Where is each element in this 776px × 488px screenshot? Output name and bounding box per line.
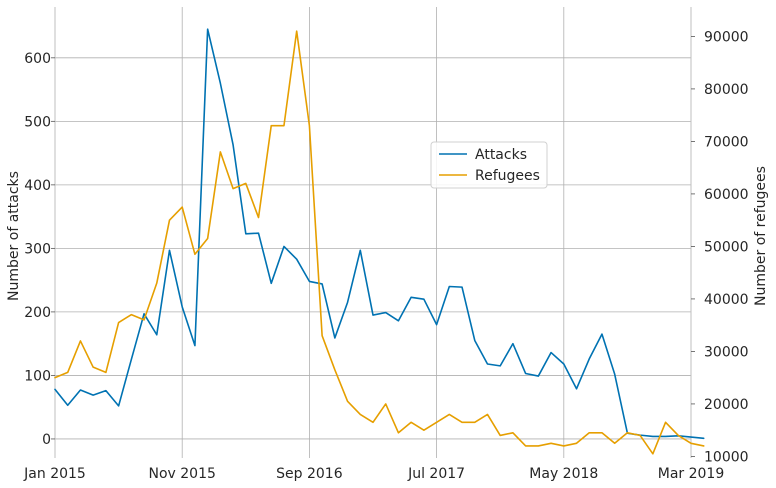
left-tick-label: 600 bbox=[24, 51, 51, 67]
left-tick-label: 100 bbox=[24, 368, 51, 384]
left-tick-label: 300 bbox=[24, 241, 51, 257]
right-tick: 20000 bbox=[691, 397, 749, 413]
left-tick-label: 500 bbox=[24, 114, 51, 130]
left-tick: 600 bbox=[24, 51, 55, 67]
x-ticks: Jan 2015 Nov 2015 Sep 2016 Jul 2017 May 2018… bbox=[23, 466, 724, 482]
right-tick: 50000 bbox=[691, 239, 749, 255]
x-tick: Jan 2015 bbox=[23, 466, 86, 482]
axes bbox=[54, 7, 692, 458]
x-tick: Jul 2017 bbox=[407, 466, 465, 482]
right-tick: 90000 bbox=[691, 29, 749, 45]
right-tick-label: 30000 bbox=[704, 344, 749, 360]
left-tick: 100 bbox=[24, 368, 55, 384]
left-y-ticks: 0 100 200 300 400 500 600 bbox=[24, 51, 55, 448]
x-tick-label: May 2018 bbox=[529, 466, 598, 482]
right-tick-label: 90000 bbox=[704, 29, 749, 45]
right-y-axis-label: Number of refugees bbox=[753, 166, 769, 306]
left-tick-label: 0 bbox=[42, 432, 51, 448]
right-y-ticks: 10000 20000 30000 40000 50000 60000 70000 80000… bbox=[691, 29, 749, 465]
right-tick-label: 50000 bbox=[704, 239, 749, 255]
right-tick: 10000 bbox=[691, 449, 749, 465]
right-tick-label: 80000 bbox=[704, 82, 749, 98]
right-tick: 60000 bbox=[691, 187, 749, 203]
left-y-axis-label: Number of attacks bbox=[6, 171, 22, 301]
right-tick: 40000 bbox=[691, 292, 749, 308]
right-tick-label: 20000 bbox=[704, 397, 749, 413]
left-tick: 0 bbox=[42, 432, 55, 448]
legend-label-refugees: Refugees bbox=[475, 168, 540, 184]
series-layer bbox=[54, 28, 705, 455]
x-tick: Sep 2016 bbox=[276, 466, 343, 482]
x-tick-label: Sep 2016 bbox=[276, 466, 343, 482]
left-tick: 500 bbox=[24, 114, 55, 130]
x-tick-label: Mar 2019 bbox=[658, 466, 725, 482]
grid-lines bbox=[54, 7, 692, 458]
right-tick-label: 60000 bbox=[704, 187, 749, 203]
x-tick-label: Nov 2015 bbox=[148, 466, 215, 482]
x-tick-label: Jan 2015 bbox=[23, 466, 86, 482]
x-tick: Nov 2015 bbox=[148, 466, 215, 482]
left-tick: 300 bbox=[24, 241, 55, 257]
series-line-attacks bbox=[54, 28, 705, 440]
legend-label-attacks: Attacks bbox=[475, 147, 527, 163]
x-tick: Mar 2019 bbox=[658, 466, 725, 482]
right-tick-label: 10000 bbox=[704, 449, 749, 465]
right-tick: 30000 bbox=[691, 344, 749, 360]
left-tick: 400 bbox=[24, 178, 55, 194]
right-tick: 80000 bbox=[691, 82, 749, 98]
x-tick-label: Jul 2017 bbox=[407, 466, 465, 482]
left-tick-label: 200 bbox=[24, 305, 51, 321]
right-tick-label: 40000 bbox=[704, 292, 749, 308]
left-tick-label: 400 bbox=[24, 178, 51, 194]
series-line-refugees bbox=[54, 30, 705, 455]
x-tick: May 2018 bbox=[529, 466, 598, 482]
right-tick: 70000 bbox=[691, 134, 749, 150]
legend: Attacks Refugees bbox=[430, 141, 548, 189]
left-tick: 200 bbox=[24, 305, 55, 321]
right-tick-label: 70000 bbox=[704, 134, 749, 150]
